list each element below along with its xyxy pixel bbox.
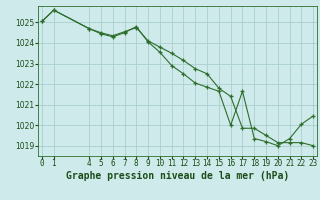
X-axis label: Graphe pression niveau de la mer (hPa): Graphe pression niveau de la mer (hPa): [66, 171, 289, 181]
